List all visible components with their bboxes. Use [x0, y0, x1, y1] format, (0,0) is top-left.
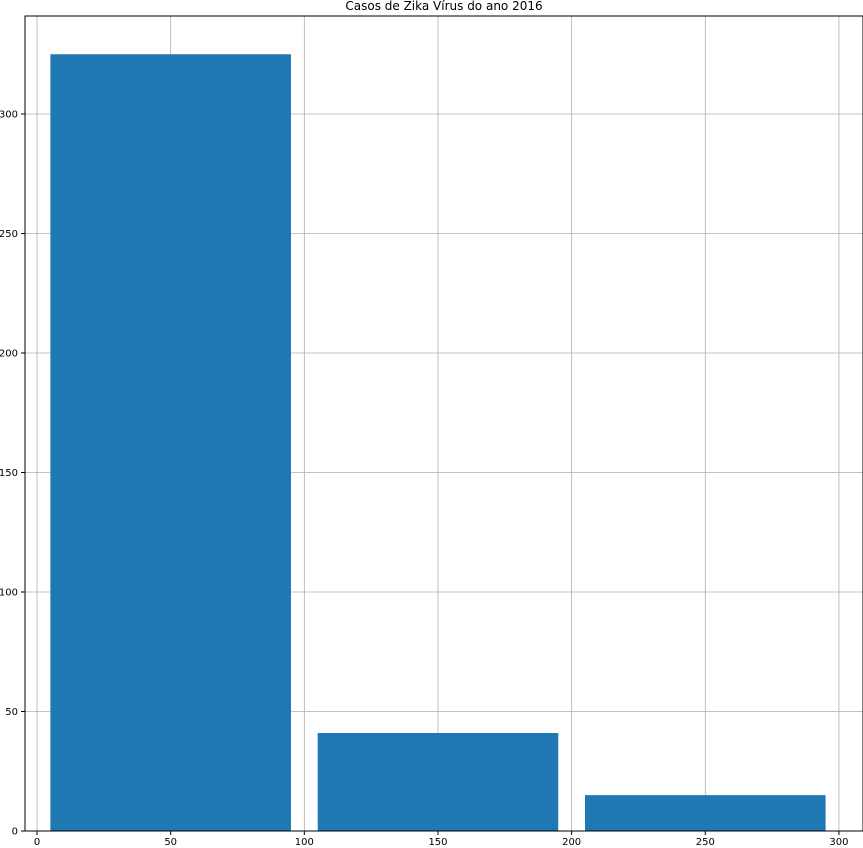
y-tick-label: 200 [0, 348, 18, 359]
x-tick-label: 300 [829, 837, 848, 848]
x-axis-ticks: 0 50 100 150 200 250 300 [34, 831, 848, 848]
y-tick-label: 0 [12, 827, 18, 838]
x-tick-label: 100 [295, 837, 314, 848]
x-tick-label: 250 [696, 837, 715, 848]
y-tick-label: 50 [5, 707, 18, 718]
y-tick-label: 250 [0, 229, 18, 240]
y-axis-ticks: 0 50 100 150 200 250 300 [0, 109, 25, 838]
x-tick-label: 0 [34, 837, 40, 848]
bars [50, 54, 826, 831]
chart-title: Casos de Zika Vírus do ano 2016 [345, 0, 542, 13]
plot-frame [24, 15, 863, 832]
y-tick-label: 100 [0, 587, 18, 598]
histogram-bar-1 [50, 54, 291, 831]
histogram-bar-2 [317, 733, 559, 831]
x-tick-label: 50 [164, 837, 177, 848]
x-tick-label: 200 [562, 837, 581, 848]
y-tick-label: 150 [0, 468, 18, 479]
x-tick-label: 150 [428, 837, 447, 848]
histogram-bar-3 [585, 795, 826, 831]
y-tick-label: 300 [0, 109, 18, 120]
